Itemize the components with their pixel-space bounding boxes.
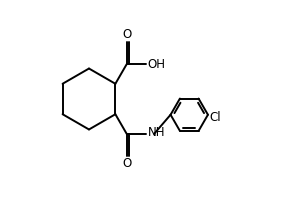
Text: OH: OH: [148, 58, 166, 71]
Text: O: O: [122, 28, 131, 41]
Text: NH: NH: [147, 126, 165, 139]
Text: Cl: Cl: [209, 111, 221, 124]
Text: O: O: [122, 157, 131, 170]
